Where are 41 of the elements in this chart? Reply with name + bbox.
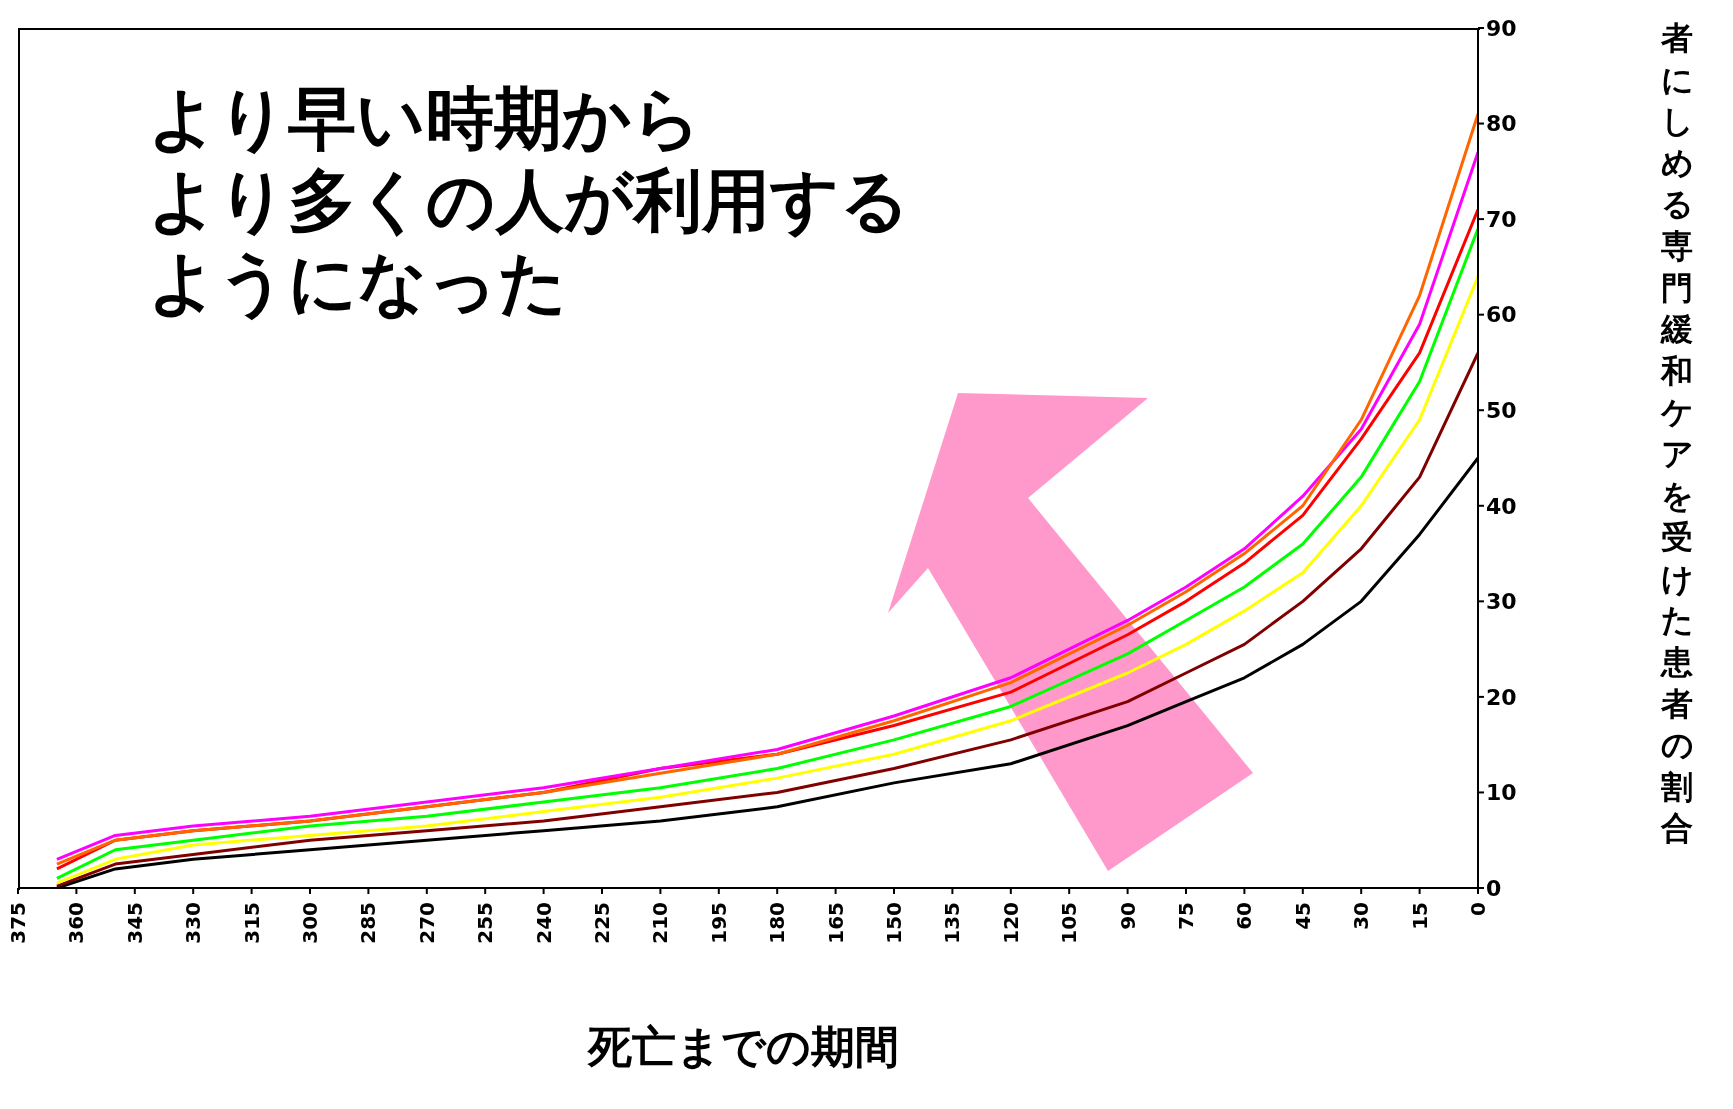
x-tick-label: 165 [823, 902, 848, 944]
y-tick-label: 50 [1486, 398, 1517, 424]
y-tick-label: 10 [1486, 780, 1517, 806]
x-tick-label: 30 [1349, 902, 1374, 930]
x-tick-label: 180 [765, 902, 790, 944]
x-tick-label: 225 [590, 902, 614, 944]
y-tick-label: 70 [1486, 206, 1517, 232]
x-tick-label: 15 [1407, 902, 1432, 930]
x-tick-label: 240 [531, 902, 556, 944]
x-tick-label: 270 [414, 902, 439, 944]
y-tick-label: 30 [1486, 589, 1517, 615]
x-tick-label: 45 [1290, 902, 1315, 930]
x-tick-label: 195 [706, 902, 731, 944]
annotation: より多くの人が利用する [148, 160, 910, 242]
x-tick-label: 120 [998, 902, 1023, 944]
y-tick-label: 40 [1486, 493, 1517, 519]
y-tick-label: 60 [1486, 302, 1517, 328]
x-tick-label: 150 [882, 902, 906, 944]
text: 者にしめる専門緩和ケアを受けた患者の割合 [1660, 19, 1694, 848]
x-tick-label: 345 [122, 902, 147, 944]
annotation: ようになった [148, 242, 568, 324]
y-tick-label: 80 [1486, 111, 1517, 137]
x-tick-label: 255 [473, 902, 498, 944]
x-tick-label: 285 [356, 902, 381, 944]
y-tick-label: 0 [1486, 875, 1502, 901]
x-tick-label: 210 [648, 902, 673, 944]
x-axis-title: 死亡までの期間 [586, 1020, 900, 1074]
x-tick-label: 60 [1232, 902, 1257, 930]
x-tick-label: 315 [239, 902, 264, 944]
x-tick-label: 90 [1115, 902, 1140, 930]
x-tick-label: 105 [1057, 902, 1082, 944]
y-tick-label: 20 [1486, 684, 1517, 710]
y-tick-label: 90 [1486, 15, 1517, 41]
x-tick-label: 375 [6, 902, 30, 944]
x-tick-label: 330 [181, 902, 206, 944]
x-tick-label: 0 [1466, 902, 1490, 916]
annotation: より早い時期から [148, 78, 702, 160]
x-tick-label: 360 [64, 902, 89, 944]
x-tick-label: 135 [940, 902, 965, 944]
x-tick-label: 75 [1174, 902, 1198, 930]
x-tick-label: 300 [298, 902, 322, 944]
